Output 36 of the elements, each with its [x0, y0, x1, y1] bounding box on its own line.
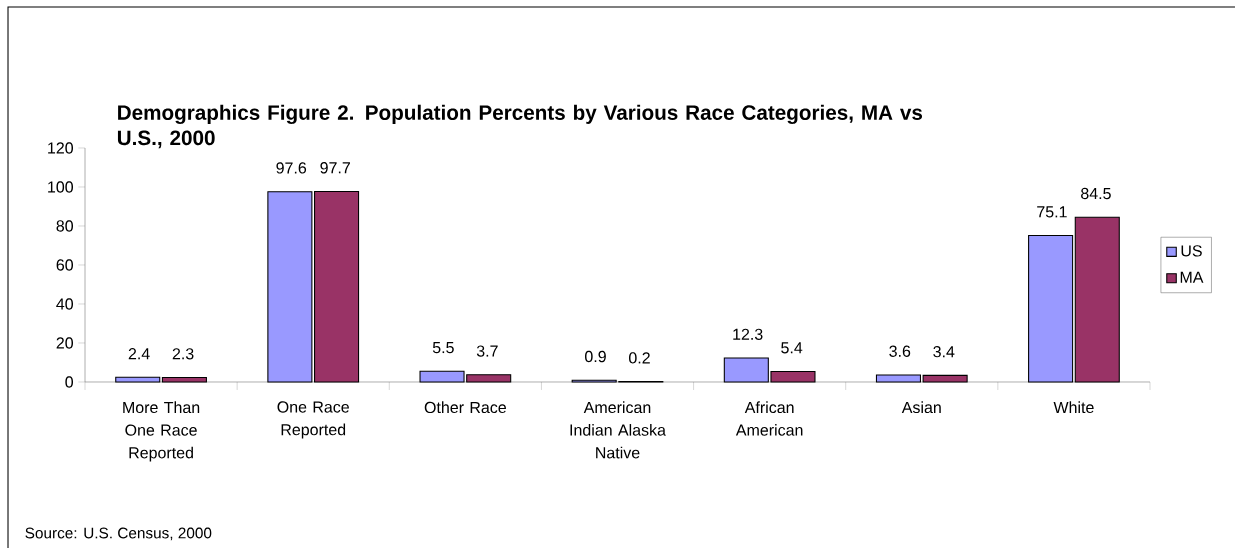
data-label: 5.4 [781, 342, 803, 354]
legend-label: MA [1180, 271, 1204, 283]
x-tick-label: More Than One Race Reported [123, 401, 200, 462]
x-tick-label: Other Race [424, 401, 506, 414]
data-label: 5.5 [432, 342, 454, 354]
y-tick-label: 100 [48, 181, 74, 193]
data-label: 97.6 [276, 162, 307, 174]
x-tick-label: White [1053, 401, 1094, 414]
bar [1074, 216, 1120, 383]
data-label: 3.6 [889, 345, 911, 357]
x-tick-label: African American [735, 401, 803, 436]
data-label: 3.4 [933, 345, 955, 358]
y-tick-label: 40 [56, 298, 74, 310]
x-tick-label: One Race Reported [277, 401, 349, 439]
data-label: 3.7 [476, 345, 498, 357]
legend-label: US [1181, 245, 1202, 257]
data-label: 84.5 [1081, 187, 1111, 200]
y-tick-label: 60 [56, 259, 74, 271]
data-label: 0.9 [585, 350, 606, 363]
data-label: 2.3 [172, 348, 194, 360]
source-note: Source: U.S. Census, 2000 [25, 527, 212, 541]
y-tick-label: 0 [65, 376, 74, 388]
y-tick-label: 20 [56, 337, 74, 349]
data-label: 97.7 [320, 162, 350, 174]
bar [115, 376, 161, 383]
data-label: 0.2 [629, 352, 650, 364]
data-label: 2.4 [128, 348, 150, 360]
x-tick-label: Asian [901, 401, 941, 414]
data-label: 12.3 [733, 328, 763, 340]
bar [1028, 235, 1074, 383]
y-tick-label: 120 [48, 142, 74, 154]
x-tick-label: American Indian Alaska Native [570, 401, 666, 459]
chart-title: Demographics Figure 2. Population Percents by Various Race Categories, MA vs U.S., 2000 [117, 104, 923, 149]
bar [161, 376, 207, 383]
y-tick-label: 80 [56, 220, 74, 232]
data-label: 75.1 [1037, 206, 1067, 218]
